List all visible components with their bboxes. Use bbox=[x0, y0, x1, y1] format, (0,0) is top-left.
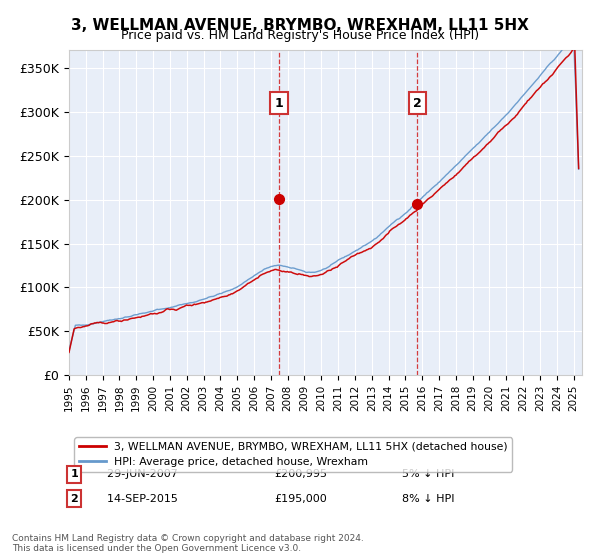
Legend: 3, WELLMAN AVENUE, BRYMBO, WREXHAM, LL11 5HX (detached house), HPI: Average pric: 3, WELLMAN AVENUE, BRYMBO, WREXHAM, LL11… bbox=[74, 437, 512, 472]
Text: £200,995: £200,995 bbox=[274, 469, 327, 479]
Text: 1: 1 bbox=[275, 96, 283, 110]
Text: 2: 2 bbox=[413, 96, 422, 110]
Text: 3, WELLMAN AVENUE, BRYMBO, WREXHAM, LL11 5HX: 3, WELLMAN AVENUE, BRYMBO, WREXHAM, LL11… bbox=[71, 18, 529, 33]
Text: 14-SEP-2015: 14-SEP-2015 bbox=[100, 493, 178, 503]
Text: Price paid vs. HM Land Registry's House Price Index (HPI): Price paid vs. HM Land Registry's House … bbox=[121, 29, 479, 42]
Text: 1: 1 bbox=[70, 469, 78, 479]
Text: £195,000: £195,000 bbox=[274, 493, 327, 503]
Text: 8% ↓ HPI: 8% ↓ HPI bbox=[403, 493, 455, 503]
Text: 5% ↓ HPI: 5% ↓ HPI bbox=[403, 469, 455, 479]
Text: Contains HM Land Registry data © Crown copyright and database right 2024.
This d: Contains HM Land Registry data © Crown c… bbox=[12, 534, 364, 553]
Text: 2: 2 bbox=[70, 493, 78, 503]
Text: 29-JUN-2007: 29-JUN-2007 bbox=[100, 469, 178, 479]
